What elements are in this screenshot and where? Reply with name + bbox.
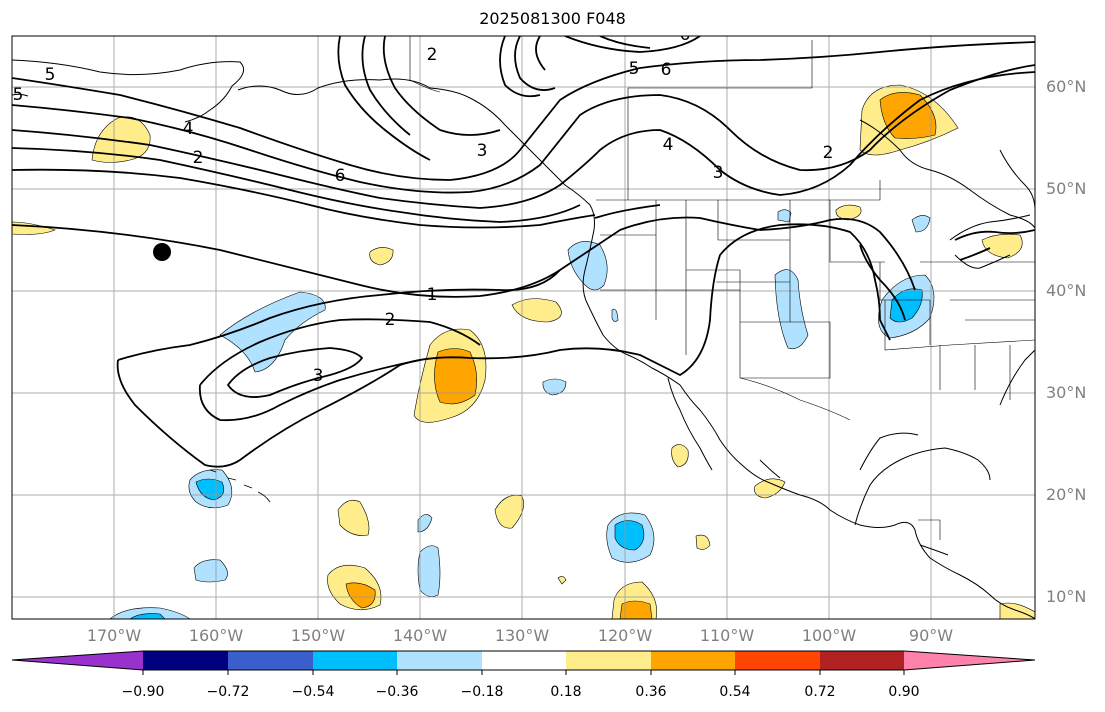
colorbar-tick-label: −0.36 xyxy=(375,684,419,700)
shade-region xyxy=(557,576,567,585)
lon-label: 170°W xyxy=(86,626,142,645)
gridlines xyxy=(12,36,1035,619)
colorbar-tick-label: 0.18 xyxy=(550,684,582,700)
colorbar-under xyxy=(12,651,143,670)
contour-label: 2 xyxy=(823,143,834,163)
lat-label: 40°N xyxy=(1046,281,1087,300)
shade-region xyxy=(369,247,394,266)
lon-label: 130°W xyxy=(494,626,550,645)
map-frame xyxy=(11,35,1036,620)
shade-region xyxy=(417,545,441,597)
colorbar-tick-label: −0.90 xyxy=(121,684,165,700)
shade-region xyxy=(91,116,151,163)
height-contours xyxy=(12,36,1035,468)
lon-label: 110°W xyxy=(699,626,755,645)
lon-label: 140°W xyxy=(392,626,448,645)
lon-label: 120°W xyxy=(597,626,653,645)
shade-region xyxy=(193,559,228,583)
shade-region xyxy=(695,534,711,550)
location-marker xyxy=(153,243,171,261)
colorbar-tick-label: 0.36 xyxy=(635,684,667,700)
contour-label: 5 xyxy=(13,85,24,105)
shade-region xyxy=(889,288,923,323)
lat-label: 20°N xyxy=(1046,485,1087,504)
contour-label: 6 xyxy=(680,25,691,45)
contour-label: 2 xyxy=(385,310,396,330)
shade-region xyxy=(835,204,862,221)
colorbar-tick-label: 0.72 xyxy=(804,684,836,700)
lon-label: 150°W xyxy=(290,626,346,645)
lat-label: 50°N xyxy=(1046,179,1087,198)
shade-region xyxy=(417,514,433,533)
colorbar-tick-label: 0.54 xyxy=(719,684,751,700)
colorbar xyxy=(11,650,1036,675)
contour-label: 3 xyxy=(713,163,724,183)
shade-region xyxy=(774,269,809,349)
lat-label: 60°N xyxy=(1046,77,1087,96)
contour-label: 5 xyxy=(45,65,56,85)
contour-label: 5 xyxy=(629,59,640,79)
hawaii-islands xyxy=(209,469,271,503)
shade-region xyxy=(345,582,376,609)
colorbar-segment xyxy=(397,651,482,670)
shade-region xyxy=(777,209,792,223)
colorbar-segment xyxy=(228,651,313,670)
lat-label: 30°N xyxy=(1046,383,1087,402)
lat-label: 10°N xyxy=(1046,587,1087,606)
colorbar-segment xyxy=(566,651,651,670)
coastlines xyxy=(12,59,1035,619)
contour-label: 1 xyxy=(427,285,438,305)
colorbar-tick-label: −0.18 xyxy=(460,684,504,700)
contour-label: 2 xyxy=(427,45,438,65)
shade-region xyxy=(542,378,567,396)
map-title: 2025081300 F048 xyxy=(479,9,626,28)
contour-label: 4 xyxy=(663,135,674,155)
colorbar-segment xyxy=(313,651,397,670)
lon-label: 100°W xyxy=(801,626,857,645)
political-borders xyxy=(409,36,1035,540)
contour-label: 6 xyxy=(335,166,346,186)
shade-region xyxy=(911,215,931,233)
colorbar-segment xyxy=(143,651,228,670)
shade-region xyxy=(434,348,477,405)
contour-label: 3 xyxy=(313,366,324,386)
colorbar-segment xyxy=(651,651,735,670)
shade-region xyxy=(219,291,326,373)
lon-label: 160°W xyxy=(188,626,244,645)
colorbar-segment xyxy=(820,651,904,670)
colorbar-segment xyxy=(735,651,820,670)
lon-label: 90°W xyxy=(908,626,954,645)
shade-region xyxy=(129,613,166,619)
colorbar-tick-label: −0.72 xyxy=(206,684,250,700)
shade-region xyxy=(567,241,608,291)
contour-label: 3 xyxy=(477,141,488,161)
colorbar-tick-label: 0.90 xyxy=(888,684,920,700)
shade-region xyxy=(981,233,1023,259)
shade-region xyxy=(611,308,619,322)
colorbar-tick-label: −0.54 xyxy=(291,684,335,700)
shade-region xyxy=(511,298,562,323)
contour-label: 4 xyxy=(183,119,194,139)
shade-region xyxy=(671,444,689,468)
contour-label: 6 xyxy=(661,60,672,80)
contour-labels: 5 2 5 6 4 2 6 3 4 3 1 2 3 6 2 5 xyxy=(13,25,834,386)
shade-region xyxy=(754,478,786,499)
shade-region xyxy=(337,499,370,536)
colorbar-over xyxy=(904,651,1035,670)
contour-label: 2 xyxy=(193,148,204,168)
shade-region xyxy=(614,520,645,551)
shade-region xyxy=(619,600,653,619)
colorbar-segment xyxy=(482,651,566,670)
